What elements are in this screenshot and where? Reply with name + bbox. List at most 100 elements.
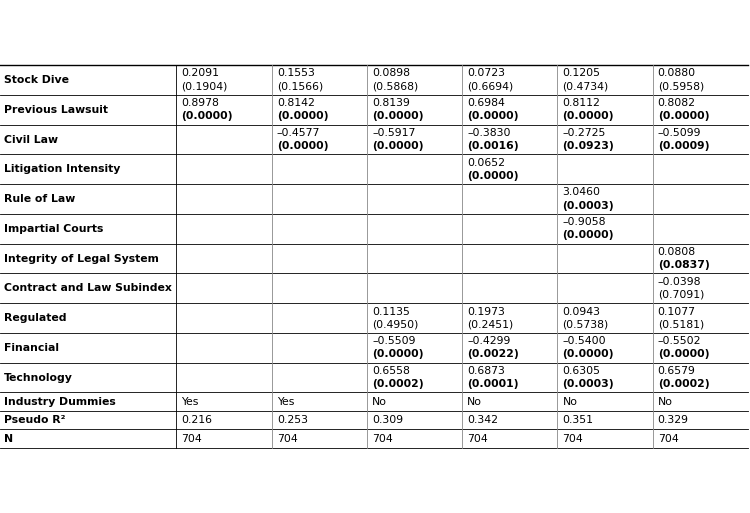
Text: No: No: [562, 397, 578, 407]
Text: 0.2091: 0.2091: [182, 68, 220, 78]
Text: Integrity of Legal System: Integrity of Legal System: [4, 253, 159, 264]
Text: 0.253: 0.253: [277, 415, 308, 425]
Text: (0.4734): (0.4734): [562, 82, 609, 92]
Text: (0.7091): (0.7091): [658, 290, 704, 300]
Text: N: N: [4, 433, 13, 444]
Text: Pseudo R²: Pseudo R²: [4, 415, 65, 425]
Text: (0.0000): (0.0000): [372, 111, 424, 122]
Text: 0.0880: 0.0880: [658, 68, 696, 78]
Text: (0.2451): (0.2451): [467, 320, 514, 330]
Text: 0.6305: 0.6305: [562, 366, 601, 376]
Text: (0.0000): (0.0000): [277, 111, 328, 122]
Text: (0.0923): (0.0923): [562, 141, 614, 151]
Text: (0.5181): (0.5181): [658, 320, 704, 330]
Text: Industry Dummies: Industry Dummies: [4, 397, 116, 407]
Text: –0.5917: –0.5917: [372, 128, 416, 138]
Text: No: No: [467, 397, 482, 407]
Text: 0.342: 0.342: [467, 415, 498, 425]
Text: 0.1135: 0.1135: [372, 306, 410, 317]
Text: Previous Lawsuit: Previous Lawsuit: [4, 105, 108, 115]
Text: (0.0000): (0.0000): [372, 141, 424, 151]
Text: Technology: Technology: [4, 372, 73, 383]
Text: 704: 704: [372, 433, 393, 444]
Text: 0.0943: 0.0943: [562, 306, 601, 317]
Text: 0.1205: 0.1205: [562, 68, 601, 78]
Text: (0.4950): (0.4950): [372, 320, 419, 330]
Text: (0.6694): (0.6694): [467, 82, 514, 92]
Text: Impartial Courts: Impartial Courts: [4, 224, 103, 234]
Text: (0.0000): (0.0000): [562, 349, 614, 360]
Text: –0.0398: –0.0398: [658, 277, 701, 287]
Text: Yes: Yes: [182, 397, 199, 407]
Text: (0.0022): (0.0022): [467, 349, 519, 360]
Text: 0.6873: 0.6873: [467, 366, 506, 376]
Text: (0.1904): (0.1904): [182, 82, 228, 92]
Text: (0.0000): (0.0000): [562, 230, 614, 241]
Text: –0.5400: –0.5400: [562, 336, 606, 346]
Text: 0.0652: 0.0652: [467, 157, 506, 168]
Text: Regulated: Regulated: [4, 313, 66, 323]
Text: 0.8142: 0.8142: [277, 98, 315, 108]
Text: (0.0003): (0.0003): [562, 201, 614, 211]
Text: 0.6558: 0.6558: [372, 366, 410, 376]
Text: 0.0898: 0.0898: [372, 68, 410, 78]
Text: 0.8112: 0.8112: [562, 98, 600, 108]
Text: 0.6579: 0.6579: [658, 366, 696, 376]
Text: 704: 704: [658, 433, 679, 444]
Text: Rule of Law: Rule of Law: [4, 194, 75, 204]
Text: 0.8139: 0.8139: [372, 98, 410, 108]
Text: 0.8082: 0.8082: [658, 98, 696, 108]
Text: (0.0837): (0.0837): [658, 260, 710, 270]
Text: 0.216: 0.216: [182, 415, 212, 425]
Text: 704: 704: [277, 433, 298, 444]
Text: (0.0000): (0.0000): [467, 171, 519, 181]
Text: (0.0000): (0.0000): [658, 111, 710, 122]
Text: (0.5958): (0.5958): [658, 82, 704, 92]
Text: (0.0002): (0.0002): [372, 379, 424, 389]
Text: (0.1566): (0.1566): [277, 82, 323, 92]
Text: (0.0016): (0.0016): [467, 141, 519, 151]
Text: 0.0723: 0.0723: [467, 68, 506, 78]
Text: 704: 704: [182, 433, 203, 444]
Text: (0.0009): (0.0009): [658, 141, 710, 151]
Text: (0.0003): (0.0003): [562, 379, 614, 389]
Text: Litigation Intensity: Litigation Intensity: [4, 164, 120, 174]
Text: (0.5738): (0.5738): [562, 320, 609, 330]
Text: No: No: [658, 397, 673, 407]
Text: –0.2725: –0.2725: [562, 128, 606, 138]
Text: Civil Law: Civil Law: [4, 134, 58, 145]
Text: 0.1553: 0.1553: [277, 68, 315, 78]
Text: No: No: [372, 397, 387, 407]
Text: (0.0000): (0.0000): [277, 141, 328, 151]
Text: (0.0000): (0.0000): [182, 111, 233, 122]
Text: Financial: Financial: [4, 343, 58, 353]
Text: Stock Dive: Stock Dive: [4, 75, 69, 85]
Text: 0.6984: 0.6984: [467, 98, 506, 108]
Text: –0.5502: –0.5502: [658, 336, 701, 346]
Text: (0.0002): (0.0002): [658, 379, 710, 389]
Text: 0.0808: 0.0808: [658, 247, 696, 257]
Text: 0.8978: 0.8978: [182, 98, 219, 108]
Text: –0.5099: –0.5099: [658, 128, 701, 138]
Text: 0.1077: 0.1077: [658, 306, 696, 317]
Text: –0.4299: –0.4299: [467, 336, 511, 346]
Text: Contract and Law Subindex: Contract and Law Subindex: [4, 283, 172, 293]
Text: –0.9058: –0.9058: [562, 217, 606, 227]
Text: 704: 704: [562, 433, 584, 444]
Text: (0.0001): (0.0001): [467, 379, 519, 389]
Text: (0.0000): (0.0000): [562, 111, 614, 122]
Text: 0.1973: 0.1973: [467, 306, 506, 317]
Text: (0.0000): (0.0000): [467, 111, 519, 122]
Text: (0.0000): (0.0000): [372, 349, 424, 360]
Text: 704: 704: [467, 433, 488, 444]
Text: 0.351: 0.351: [562, 415, 593, 425]
Text: (0.5868): (0.5868): [372, 82, 419, 92]
Text: 0.309: 0.309: [372, 415, 404, 425]
Text: –0.3830: –0.3830: [467, 128, 511, 138]
Text: 0.329: 0.329: [658, 415, 688, 425]
Text: (0.0000): (0.0000): [658, 349, 710, 360]
Text: Yes: Yes: [277, 397, 294, 407]
Text: –0.4577: –0.4577: [277, 128, 320, 138]
Text: –0.5509: –0.5509: [372, 336, 416, 346]
Text: 3.0460: 3.0460: [562, 187, 601, 198]
